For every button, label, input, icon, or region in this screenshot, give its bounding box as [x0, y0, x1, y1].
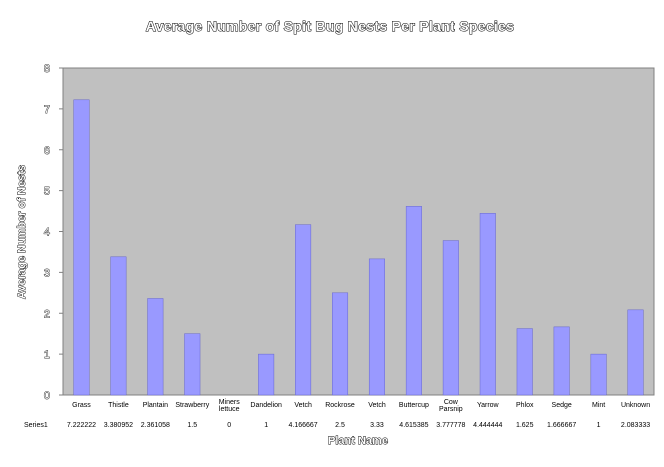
bar — [110, 256, 127, 396]
data-label: 4.615385 — [399, 422, 428, 429]
x-axis-title: Plant Name — [328, 435, 388, 447]
bar — [590, 353, 607, 396]
bar — [73, 99, 90, 396]
x-axis: Grass Thistle Plantain Strawberry Miners lett… — [72, 399, 650, 413]
y-tick-label: 8 — [44, 63, 50, 75]
x-tick-label: Rockrose — [325, 402, 355, 409]
bar — [332, 292, 349, 396]
chart-title: Average Number of Spit Bug Nests Per Pla… — [146, 18, 514, 34]
bar — [184, 333, 201, 396]
data-label: 1.625 — [516, 422, 534, 429]
data-label: 0 — [227, 422, 231, 429]
bar — [258, 353, 275, 396]
y-axis: 0 1 2 3 4 5 6 7 8 — [43, 63, 63, 402]
bar — [553, 326, 570, 396]
x-tick-label: Sedge — [552, 402, 572, 409]
bar — [405, 206, 422, 396]
x-tick-label: Buttercup — [399, 402, 429, 409]
y-tick-label: 1 — [44, 349, 50, 361]
y-tick-label: 4 — [44, 227, 50, 239]
y-tick-label: 0 — [44, 390, 50, 402]
x-tick-label: Mint — [592, 402, 605, 409]
y-tick-label: 3 — [44, 267, 50, 279]
x-tick-label: Plantain — [143, 402, 168, 409]
data-label: 1 — [264, 422, 268, 429]
x-tick-label: Cow Parsnip — [439, 399, 463, 413]
bar — [627, 309, 644, 396]
x-tick-label: Strawberry — [175, 402, 209, 409]
data-label: 1 — [597, 422, 601, 429]
x-tick-label: Grass — [72, 402, 91, 409]
data-label: 1.666667 — [547, 422, 576, 429]
bar — [516, 328, 533, 396]
x-tick-label: Vetch — [294, 402, 312, 409]
data-label: 3.777778 — [436, 422, 465, 429]
x-tick-label: Dandelion — [250, 402, 282, 409]
data-label: 2.361058 — [141, 422, 170, 429]
bars — [73, 99, 644, 396]
x-tick-label: Yarrow — [477, 402, 500, 409]
data-label: 2.083333 — [621, 422, 650, 429]
y-tick-label: 2 — [44, 308, 50, 320]
data-label: 2.5 — [335, 422, 345, 429]
x-tick-label: Phlox — [516, 402, 534, 409]
y-tick-label: 6 — [44, 145, 50, 157]
data-label: 4.444444 — [473, 422, 502, 429]
bar — [295, 224, 312, 396]
data-table-row: Series1 7.222222 3.380952 2.361058 1.5 0 1 4.1… — [24, 422, 650, 429]
y-tick-label: 5 — [44, 186, 50, 198]
bar — [479, 213, 496, 396]
data-label: 4.166667 — [288, 422, 317, 429]
data-label: 1.5 — [187, 422, 197, 429]
bar — [147, 298, 164, 396]
bar — [368, 258, 385, 396]
x-tick-label: Vetch — [368, 402, 386, 409]
series-name: Series1 — [24, 422, 48, 429]
y-axis-title: Average Number of Nests — [16, 165, 28, 299]
x-tick-label: Unknown — [621, 402, 650, 409]
data-label: 3.380952 — [104, 422, 133, 429]
x-tick-label: Thistle — [108, 402, 129, 409]
data-label: 7.222222 — [67, 422, 96, 429]
y-tick-label: 7 — [44, 104, 50, 116]
bar — [442, 240, 459, 396]
x-tick-label: Miners lettuce — [219, 399, 241, 413]
data-label: 3.33 — [370, 422, 384, 429]
